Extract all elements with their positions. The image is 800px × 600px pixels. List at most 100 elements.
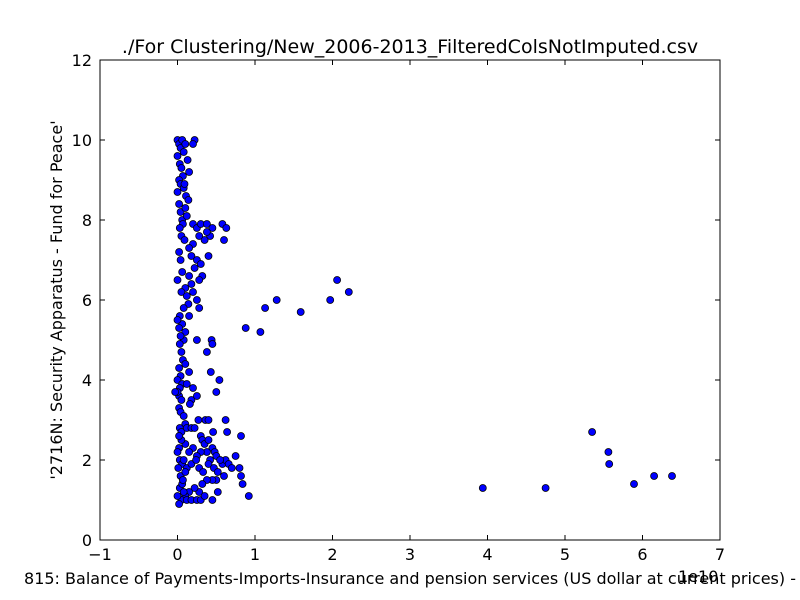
x-tick-label-3: 2 (327, 545, 337, 564)
data-point-53 (177, 288, 186, 296)
x-tick-label-7: 6 (637, 545, 647, 564)
data-point-159 (244, 492, 253, 500)
data-point-20 (173, 188, 182, 196)
data-point-170 (202, 348, 211, 356)
y-tick-label-3: 6 (82, 291, 92, 310)
data-point-4 (179, 148, 188, 156)
data-point-18 (184, 196, 193, 204)
data-point-169 (208, 340, 217, 348)
data-point-175 (175, 432, 184, 440)
data-point-184 (296, 308, 305, 316)
data-point-46 (196, 260, 205, 268)
data-point-73 (175, 340, 184, 348)
data-point-187 (344, 288, 353, 296)
data-point-86 (192, 392, 201, 400)
data-point-12 (177, 164, 186, 172)
data-point-125 (199, 468, 208, 476)
data-point-72 (176, 332, 185, 340)
data-point-181 (256, 328, 265, 336)
x-axis-label: 815: Balance of Payments-Imports-Insuran… (24, 569, 796, 588)
data-point-59 (195, 304, 204, 312)
x-tick-label-8: 7 (715, 545, 725, 564)
data-point-81 (182, 380, 191, 388)
data-point-85 (185, 400, 194, 408)
data-point-76 (181, 360, 190, 368)
data-point-39 (202, 228, 211, 236)
data-point-163 (216, 456, 225, 464)
data-point-24 (181, 204, 190, 212)
data-point-34 (208, 224, 217, 232)
y-tick-label-0: 0 (82, 531, 92, 550)
data-point-36 (222, 224, 231, 232)
data-point-141 (198, 480, 207, 488)
data-point-178 (178, 476, 187, 484)
data-point-133 (231, 452, 240, 460)
data-point-104 (204, 436, 213, 444)
data-point-193 (630, 480, 638, 488)
data-point-6 (183, 156, 192, 164)
data-points (171, 136, 676, 508)
data-point-171 (206, 368, 215, 376)
data-point-9 (189, 140, 197, 148)
data-point-58 (179, 304, 188, 312)
y-tick-label-4: 8 (82, 211, 92, 230)
y-tick-label-5: 10 (72, 131, 92, 150)
y-axis-ticks: 0 2 4 6 8 10 12 (72, 51, 720, 550)
data-point-47 (190, 264, 199, 272)
data-point-156 (200, 492, 209, 500)
data-point-21 (175, 200, 184, 208)
data-point-83 (189, 384, 197, 392)
data-point-74 (177, 348, 186, 356)
data-point-194 (650, 472, 658, 480)
data-point-162 (209, 428, 218, 436)
data-point-161 (204, 416, 213, 424)
data-point-177 (174, 464, 183, 472)
y-tick-label-1: 2 (82, 451, 92, 470)
data-point-148 (173, 492, 182, 500)
y-axis-label: '2716N: Security Apparatus - Fund for Pe… (47, 120, 66, 479)
data-point-132 (227, 464, 236, 472)
data-point-82 (185, 368, 194, 376)
data-point-37 (220, 236, 228, 244)
data-point-117 (173, 448, 182, 456)
data-point-143 (190, 484, 199, 492)
data-point-190 (588, 428, 596, 436)
data-point-188 (478, 484, 487, 492)
data-point-27 (175, 224, 184, 232)
chart-title: ./For Clustering/New_2006-2013_FilteredC… (122, 36, 698, 58)
data-point-25 (182, 212, 191, 220)
data-point-10 (173, 152, 182, 160)
data-point-43 (185, 244, 194, 252)
data-point-189 (541, 484, 550, 492)
data-point-89 (177, 396, 186, 404)
data-point-158 (213, 488, 222, 496)
data-point-135 (237, 472, 245, 480)
x-tick-label-4: 3 (405, 545, 415, 564)
data-point-41 (195, 232, 204, 240)
data-point-63 (178, 268, 187, 276)
data-point-185 (326, 296, 335, 304)
data-point-61 (175, 248, 184, 256)
data-point-55 (189, 288, 197, 296)
data-point-64 (173, 276, 182, 284)
x-tick-label-6: 5 (560, 545, 570, 564)
data-point-192 (605, 460, 614, 468)
data-point-166 (237, 432, 245, 440)
data-point-77 (175, 364, 184, 372)
data-point-147 (175, 500, 184, 508)
data-point-68 (185, 312, 194, 320)
data-point-182 (261, 304, 270, 312)
y-tick-label-2: 4 (82, 371, 92, 390)
data-point-54 (182, 292, 191, 300)
data-point-71 (175, 324, 184, 332)
data-point-19 (180, 180, 189, 188)
x-tick-label-0: −1 (88, 545, 112, 564)
data-point-29 (180, 236, 189, 244)
data-point-40 (200, 236, 209, 244)
x-scale-offset-label: 1e10 (678, 567, 718, 586)
data-point-195 (668, 472, 676, 480)
data-point-113 (185, 448, 194, 456)
x-axis-ticks: −1 0 1 2 3 4 5 6 7 (88, 60, 725, 564)
data-point-137 (220, 472, 228, 480)
